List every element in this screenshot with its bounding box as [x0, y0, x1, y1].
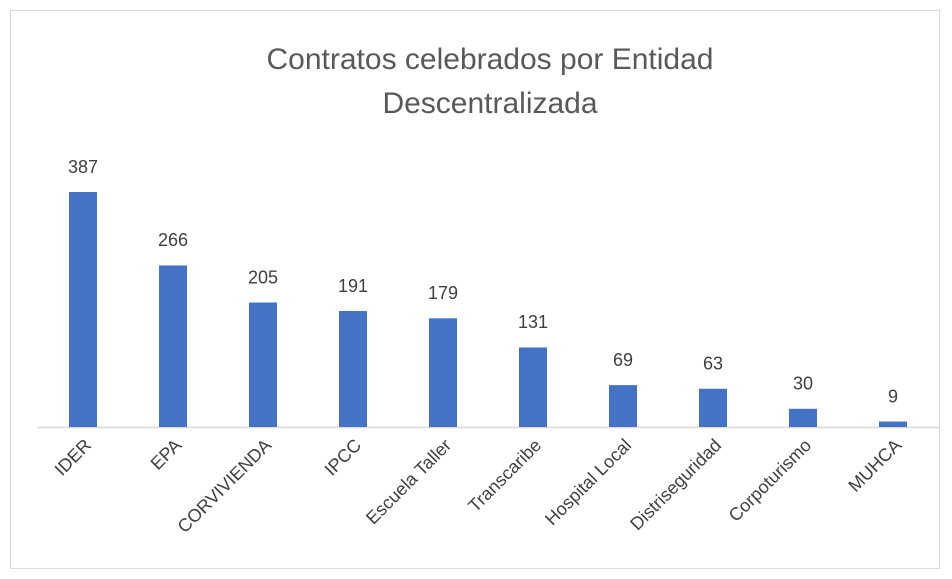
bar [249, 302, 277, 427]
data-label: 179 [428, 283, 458, 303]
data-label: 205 [248, 267, 278, 287]
bar [339, 311, 367, 427]
data-label: 63 [703, 353, 723, 373]
data-label: 266 [158, 230, 188, 250]
data-label: 131 [518, 312, 548, 332]
bar [789, 408, 817, 427]
data-label: 9 [888, 386, 898, 406]
data-label: 387 [68, 157, 98, 177]
chart-title: Contratos celebrados por Entidad Descent… [266, 43, 714, 120]
bar [159, 265, 187, 427]
bar [429, 318, 457, 427]
bar [699, 388, 727, 427]
bar [879, 421, 907, 427]
bar [69, 192, 97, 427]
bar [609, 385, 637, 427]
data-label: 30 [793, 374, 813, 394]
data-label: 69 [613, 350, 633, 370]
data-label: 191 [338, 276, 368, 296]
bar [519, 347, 547, 427]
